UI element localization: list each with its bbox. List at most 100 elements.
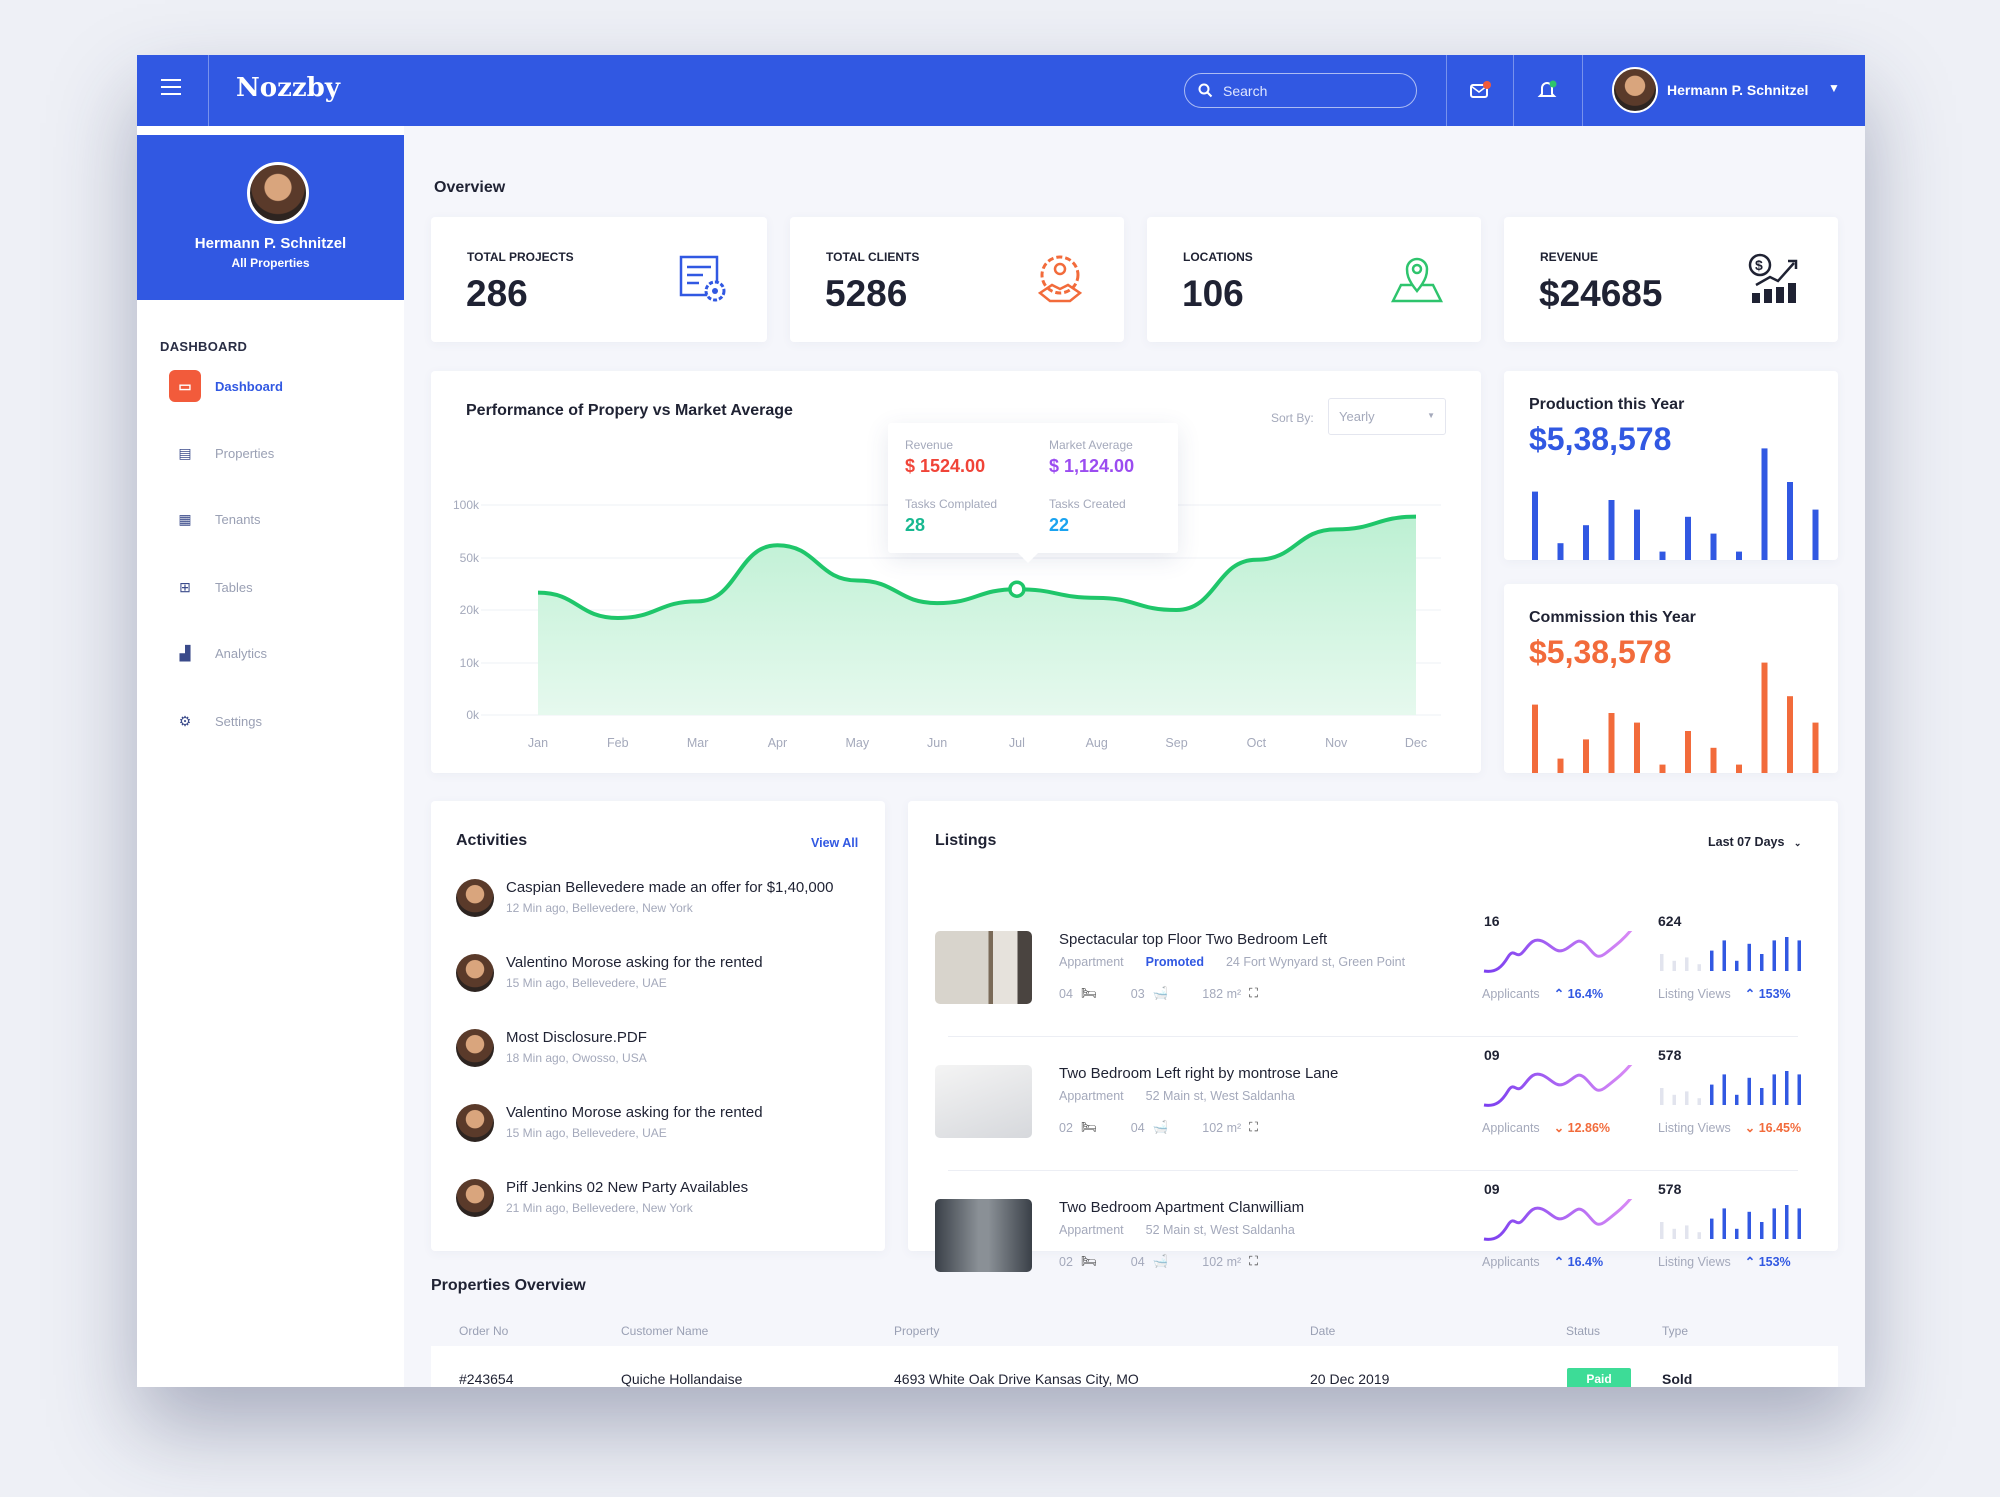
app-window: Nozzby Search Hermann P. Schnitzel ▼ Her… [137,55,1865,1387]
sidebar-item-label: Dashboard [215,378,283,394]
bar [1685,516,1691,560]
user-name[interactable]: Hermann P. Schnitzel [1667,82,1809,98]
bed-icon: 🛏 [1080,1254,1097,1268]
tooltip-created-label: Tasks Created [1049,497,1126,511]
sort-select[interactable]: Yearly ▼ [1328,398,1446,435]
tooltip-market-label: Market Average [1049,438,1133,452]
listing-item[interactable]: Spectacular top Floor Two Bedroom Left A… [908,913,1838,1061]
performance-chart-card: Performance of Propery vs Market Average… [431,371,1481,773]
views-change: 153% [1758,987,1791,1001]
activity-avatar [456,879,494,917]
sidebar-item-tables[interactable]: ⊞ Tables [169,571,389,603]
monitor-icon: ▭ [169,370,201,402]
overview-title: Overview [434,179,506,196]
listing-features: 02 🛏 04 🛁 102 m² ⛶ [1059,1120,1258,1135]
mini-bar [1772,1208,1776,1239]
stat-label: TOTAL CLIENTS [826,250,920,264]
x-tick-label: Aug [1086,736,1108,750]
sidebar: Hermann P. Schnitzel All Properties DASH… [137,126,404,1387]
stat-label: LOCATIONS [1183,250,1253,264]
mail-notification-icon[interactable] [1470,80,1492,100]
bathtub-icon: 🛁 [1152,1254,1169,1268]
tooltip-revenue: $ 1524.00 [905,456,986,476]
sidebar-item-settings[interactable]: ⚙ Settings [169,705,389,737]
applicants-label: Applicants [1482,987,1540,1001]
views-label: Listing Views [1658,987,1731,1001]
column-header: Date [1310,1324,1336,1338]
listing-item[interactable]: Two Bedroom Left right by montrose Lane … [908,1047,1838,1195]
bar [1583,739,1589,773]
x-tick-label: Jun [927,736,947,750]
listing-item[interactable]: Two Bedroom Apartment Clanwilliam Appart… [908,1181,1838,1329]
stat-card-locations: LOCATIONS 106 [1147,217,1481,342]
x-tick-label: Nov [1325,736,1348,750]
y-tick-label: 20k [460,603,480,617]
listing-meta: Appartment 52 Main st, West Saldanha [1059,1089,1317,1103]
x-tick-label: Oct [1247,736,1267,750]
applicants-stat: Applicants ⌃ 16.4% [1482,1254,1603,1269]
sidebar-item-properties[interactable]: ▤ Properties [169,437,389,469]
search-input[interactable]: Search [1184,73,1417,108]
stat-value: $24685 [1539,273,1663,314]
user-avatar[interactable] [1612,67,1658,113]
listing-meta: Appartment Promoted 24 Fort Wynyard st, Gr… [1059,955,1427,969]
stat-card-revenue: REVENUE $24685 $ [1504,217,1838,342]
listing-photo [935,1199,1032,1272]
date-range-select[interactable]: Last 07 Days ⌄ [1708,835,1801,849]
activities-title: Activities [456,832,528,849]
bathtub-icon: 🛁 [1152,1120,1169,1134]
highlight-point [1008,580,1026,598]
order-no-cell: #243654 [459,1371,514,1387]
chevron-down-icon[interactable]: ▼ [1828,81,1840,95]
column-header: Customer Name [621,1324,709,1338]
listing-type: Appartment [1059,1089,1124,1103]
views-count: 624 [1658,913,1682,929]
applicants-label: Applicants [1482,1255,1540,1269]
views-label: Listing Views [1658,1255,1731,1269]
bathtub-icon: 🛁 [1152,986,1169,1000]
bell-icon[interactable] [1537,79,1559,101]
beds-count: 04 [1059,986,1073,1001]
mini-bar [1710,1084,1714,1105]
activity-meta: 15 Min ago, Bellevedere, UAE [506,1126,667,1140]
mini-bar [1710,1218,1714,1239]
x-tick-label: Feb [607,736,629,750]
applicants-sparkline [1483,931,1633,973]
activity-meta: 15 Min ago, Bellevedere, UAE [506,976,667,990]
sidebar-item-tenants[interactable]: ▦ Tenants [169,503,389,535]
x-tick-label: May [845,736,869,750]
bar [1557,543,1564,560]
sort-value: Yearly [1339,409,1375,424]
mini-bar [1735,960,1739,971]
sidebar-item-analytics[interactable]: ▟ Analytics [169,637,389,669]
stat-value: 5286 [825,273,908,314]
hamburger-menu-icon[interactable] [161,79,181,95]
sidebar-item-label: Tenants [215,511,261,527]
applicants-stat: Applicants ⌄ 12.86% [1482,1120,1610,1135]
bar [1608,713,1615,773]
sidebar-item-dashboard[interactable]: ▭ Dashboard [169,370,389,402]
views-stat: Listing Views ⌃ 153% [1658,1254,1791,1269]
x-tick-label: Sep [1165,736,1187,750]
bar [1532,491,1538,560]
mini-bar [1697,1098,1701,1105]
chart-title: Performance of Propery vs Market Average [466,402,793,419]
applicants-label: Applicants [1482,1121,1540,1135]
promoted-badge: Promoted [1145,955,1204,969]
table-icon: ⊞ [179,578,191,595]
production-card: Production this Year $5,38,578 [1504,371,1838,560]
bed-icon: 🛏 [1080,1120,1097,1134]
activity-text: Piff Jenkins 02 New Party Availables [506,1179,749,1196]
mini-bar [1685,1225,1689,1239]
activity-avatar [456,954,494,992]
svg-text:$: $ [1755,257,1763,273]
view-all-link[interactable]: View All [811,836,859,850]
area-value: 102 m² [1202,1254,1242,1269]
sidebar-item-label: Analytics [215,645,268,661]
bar [1736,764,1742,773]
mini-bar [1797,1074,1801,1105]
activities-card: Activities View All Caspian Bellevedere … [431,801,885,1251]
trend-up-icon: ⌃ [1553,987,1565,1001]
area-value: 102 m² [1202,1120,1242,1135]
views-change: 16.45% [1758,1121,1802,1135]
